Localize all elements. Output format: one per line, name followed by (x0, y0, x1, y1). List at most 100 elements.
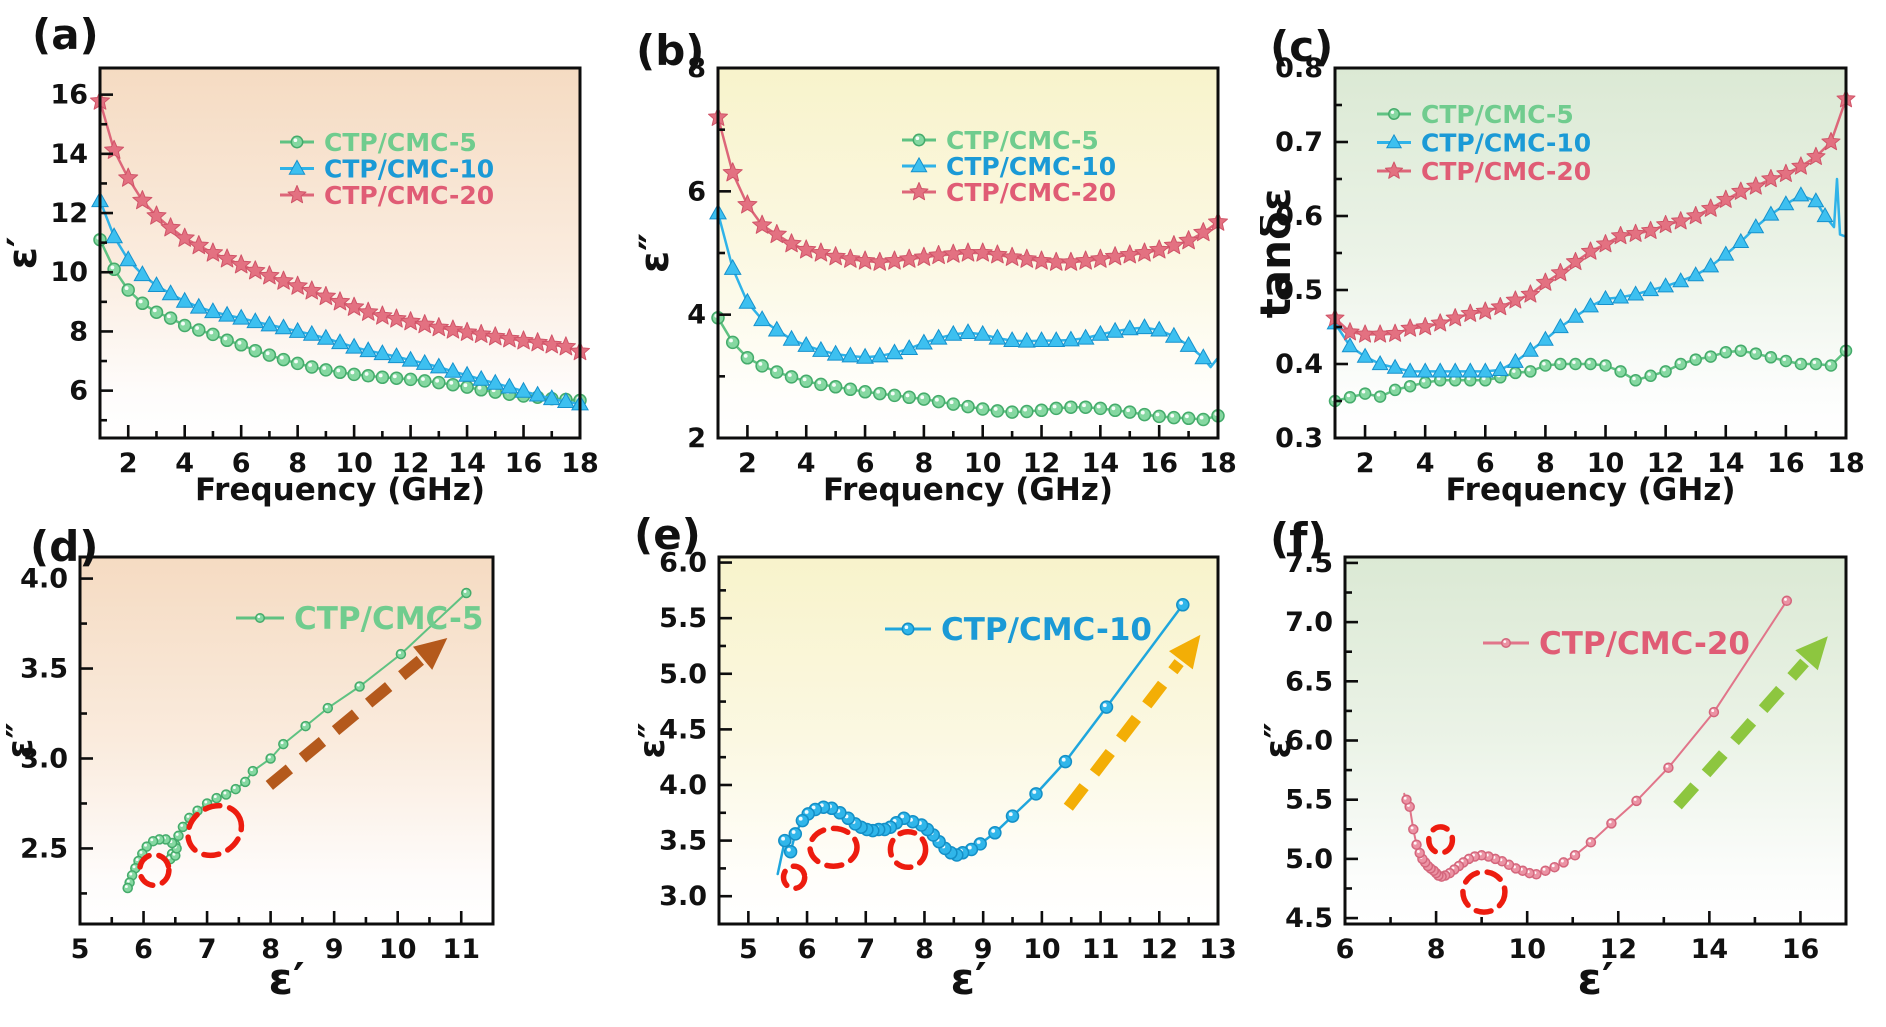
marker-highlight (1767, 353, 1772, 358)
marker-highlight (138, 299, 143, 304)
series-ctp-cmc-5 (1328, 344, 1853, 408)
marker-highlight (1346, 393, 1351, 398)
star-marker (1656, 214, 1676, 234)
marker-highlight (934, 397, 939, 402)
triangle-marker (204, 302, 222, 319)
svg-text:5.5: 5.5 (659, 603, 707, 634)
tick-labels: 2 4 6 8 10 12 14 16 18 6 8 10 12 14 16 (50, 80, 598, 479)
star-marker (1776, 163, 1796, 182)
marker-highlight (144, 843, 147, 847)
triangle-marker (1017, 331, 1036, 348)
triangle-marker (189, 297, 208, 314)
triangle-marker (288, 321, 307, 338)
annotations (1426, 636, 1828, 915)
circle-marker (1099, 700, 1114, 714)
marker-highlight (322, 366, 327, 370)
star-marker (188, 235, 209, 255)
circle-marker (1196, 412, 1211, 427)
triangle-marker (1446, 362, 1464, 378)
series-ctp-cmc-20 (1325, 89, 1856, 343)
star-marker (722, 162, 743, 182)
circle-marker (858, 385, 872, 399)
svg-text:4.0: 4.0 (659, 770, 707, 801)
marker-highlight (1406, 382, 1411, 387)
circle-marker (122, 882, 133, 894)
circle-marker (799, 374, 813, 389)
svg-text:13: 13 (1199, 934, 1237, 965)
svg-text:10: 10 (964, 448, 1002, 479)
circle-marker (1614, 365, 1627, 378)
star-marker (245, 260, 266, 280)
svg-text:10: 10 (50, 257, 88, 288)
circle-marker (795, 813, 810, 828)
marker-highlight (135, 858, 139, 862)
triangle-marker (373, 344, 392, 361)
triangle-marker (1385, 133, 1403, 149)
circle-marker (1049, 401, 1063, 416)
star-marker (987, 244, 1008, 264)
circle-marker (1509, 366, 1522, 380)
circle-marker (432, 375, 446, 390)
circle-marker (1078, 400, 1093, 414)
star-marker (1445, 308, 1465, 327)
legend-label: CTP/CMC-20 (946, 178, 1116, 207)
svg-text:4: 4 (687, 300, 706, 331)
panel-label-f: (f) (1270, 514, 1327, 563)
circle-marker (206, 327, 220, 342)
marker-highlight (1179, 600, 1184, 605)
circle-marker (912, 133, 926, 147)
marker-highlight (463, 590, 467, 593)
star-marker (513, 330, 534, 350)
triangle-marker (1747, 218, 1765, 234)
svg-text:7.5: 7.5 (1285, 548, 1333, 579)
marker-highlight (1542, 867, 1546, 871)
marker-highlight (194, 807, 198, 811)
circle-marker (234, 338, 248, 352)
circle-marker (177, 318, 192, 333)
axis-ticks (78, 577, 463, 924)
triangle-marker (1047, 331, 1066, 347)
highlight-ellipse (887, 828, 929, 871)
svg-text:4.5: 4.5 (659, 714, 707, 745)
star-marker (1746, 176, 1766, 195)
series-ctp-cmc-20 (1401, 595, 1793, 882)
marker-highlight (110, 265, 115, 270)
circle-marker (1584, 357, 1597, 371)
circle-marker (725, 335, 740, 350)
circle-marker (783, 844, 798, 859)
svg-text:0.7: 0.7 (1275, 127, 1323, 158)
marker-highlight (1008, 812, 1013, 817)
series-ctp-cmc-5 (122, 587, 472, 894)
circle-marker (1558, 857, 1569, 868)
annotations (136, 638, 448, 889)
marker-highlight (787, 373, 792, 377)
triangle-marker (910, 156, 928, 173)
marker-highlight (1551, 864, 1555, 868)
marker-highlight (1466, 855, 1470, 859)
circle-marker (1569, 357, 1582, 371)
marker-highlight (1184, 414, 1189, 419)
y-axis-label: ε″ (632, 722, 673, 758)
circle-marker (192, 323, 206, 337)
marker-highlight (1376, 393, 1381, 397)
y-axis-label: tanδε (1260, 188, 1300, 319)
triangle-marker (1657, 277, 1675, 293)
star-marker (1581, 241, 1600, 260)
marker-highlight (223, 336, 228, 341)
svg-text:18: 18 (1827, 448, 1865, 479)
circle-marker (961, 399, 975, 414)
plot-frame (98, 66, 582, 440)
circle-marker (1631, 795, 1642, 807)
panel-d: (d) 5 6 7 8 9 10 11 2.5 3.0 3.5 4.0 ε′ ε″ CTP/CMC-5 (0, 510, 630, 1027)
svg-text:16: 16 (50, 80, 88, 111)
marker-highlight (1032, 790, 1037, 794)
marker-highlight (1752, 350, 1757, 354)
axis-ticks (719, 561, 1220, 924)
circle-marker (1824, 359, 1838, 372)
triangle-marker (1106, 321, 1124, 338)
circle-marker (305, 360, 319, 374)
triangle-marker (856, 347, 874, 364)
triangle-marker (782, 329, 801, 346)
svg-text:12: 12 (1141, 934, 1179, 965)
